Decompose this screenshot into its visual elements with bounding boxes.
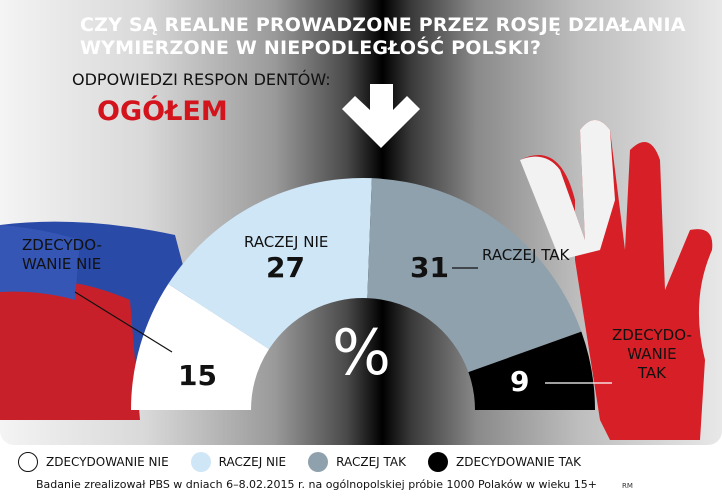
half-donut-chart xyxy=(131,177,595,410)
legend-label: RACZEJ TAK xyxy=(336,455,407,469)
legend-label: ZDECYDOWANIE NIE xyxy=(46,455,169,469)
slice-label-raczej-tak: RACZEJ TAK xyxy=(482,246,570,264)
donut-slice-raczej-tak xyxy=(367,178,582,373)
legend-item: ZDECYDOWANIE NIE xyxy=(18,452,169,472)
footer-note: Badanie zrealizował PBS w dniach 6–8.02.… xyxy=(36,478,597,491)
leader-lines xyxy=(74,267,612,384)
value-label-raczej-nie: 27 xyxy=(266,251,305,284)
credit: RM xyxy=(622,482,633,490)
arrow-down-icon xyxy=(342,84,420,148)
right-hand-illustration xyxy=(520,120,713,440)
subtitle: ODPOWIEDZI RESPON DENTÓW: xyxy=(72,70,331,89)
title-line-2: WYMIERZONE W NIEPODLEGŁOŚĆ POLSKI? xyxy=(80,37,542,59)
value-label-zdecydowanie-nie: 15 xyxy=(178,359,217,392)
legend-label: ZDECYDOWANIE TAK xyxy=(456,455,582,469)
legend-swatch xyxy=(18,452,38,472)
percent-sign: % xyxy=(332,316,391,389)
legend-swatch xyxy=(428,452,449,472)
legend-swatch xyxy=(190,452,211,472)
donut-slice-zdecydowanie-nie xyxy=(131,283,269,410)
chart-title: CZY SĄ REALNE PROWADZONE PRZEZ ROSJĘ DZI… xyxy=(80,14,686,60)
illustration xyxy=(0,84,713,440)
legend-item: RACZEJ TAK xyxy=(308,452,406,472)
slice-label-raczej-nie: RACZEJ NIE xyxy=(244,233,329,251)
slice-label-zdecydowanie-tak: ZDECYDO- WANIE TAK xyxy=(612,326,692,382)
slice-label-zdecydowanie-nie: ZDECYDO- WANIE NIE xyxy=(22,236,102,273)
value-label-zdecydowanie-tak: 9 xyxy=(510,365,530,398)
value-label-raczej-tak: 31 xyxy=(410,251,449,284)
legend: ZDECYDOWANIE NIE RACZEJ NIE RACZEJ TAK Z… xyxy=(18,452,603,472)
donut-slice-raczej-nie xyxy=(168,177,372,350)
donut-slice-zdecydowanie-tak xyxy=(468,331,595,410)
leader-line-zdecydowanie-nie xyxy=(74,291,173,353)
group-label: OGÓŁEM xyxy=(97,96,228,127)
legend-label: RACZEJ NIE xyxy=(218,455,287,469)
legend-item: ZDECYDOWANIE TAK xyxy=(428,452,581,472)
title-line-1: CZY SĄ REALNE PROWADZONE PRZEZ ROSJĘ DZI… xyxy=(80,14,686,36)
legend-item: RACZEJ NIE xyxy=(190,452,287,472)
legend-swatch xyxy=(308,452,329,472)
